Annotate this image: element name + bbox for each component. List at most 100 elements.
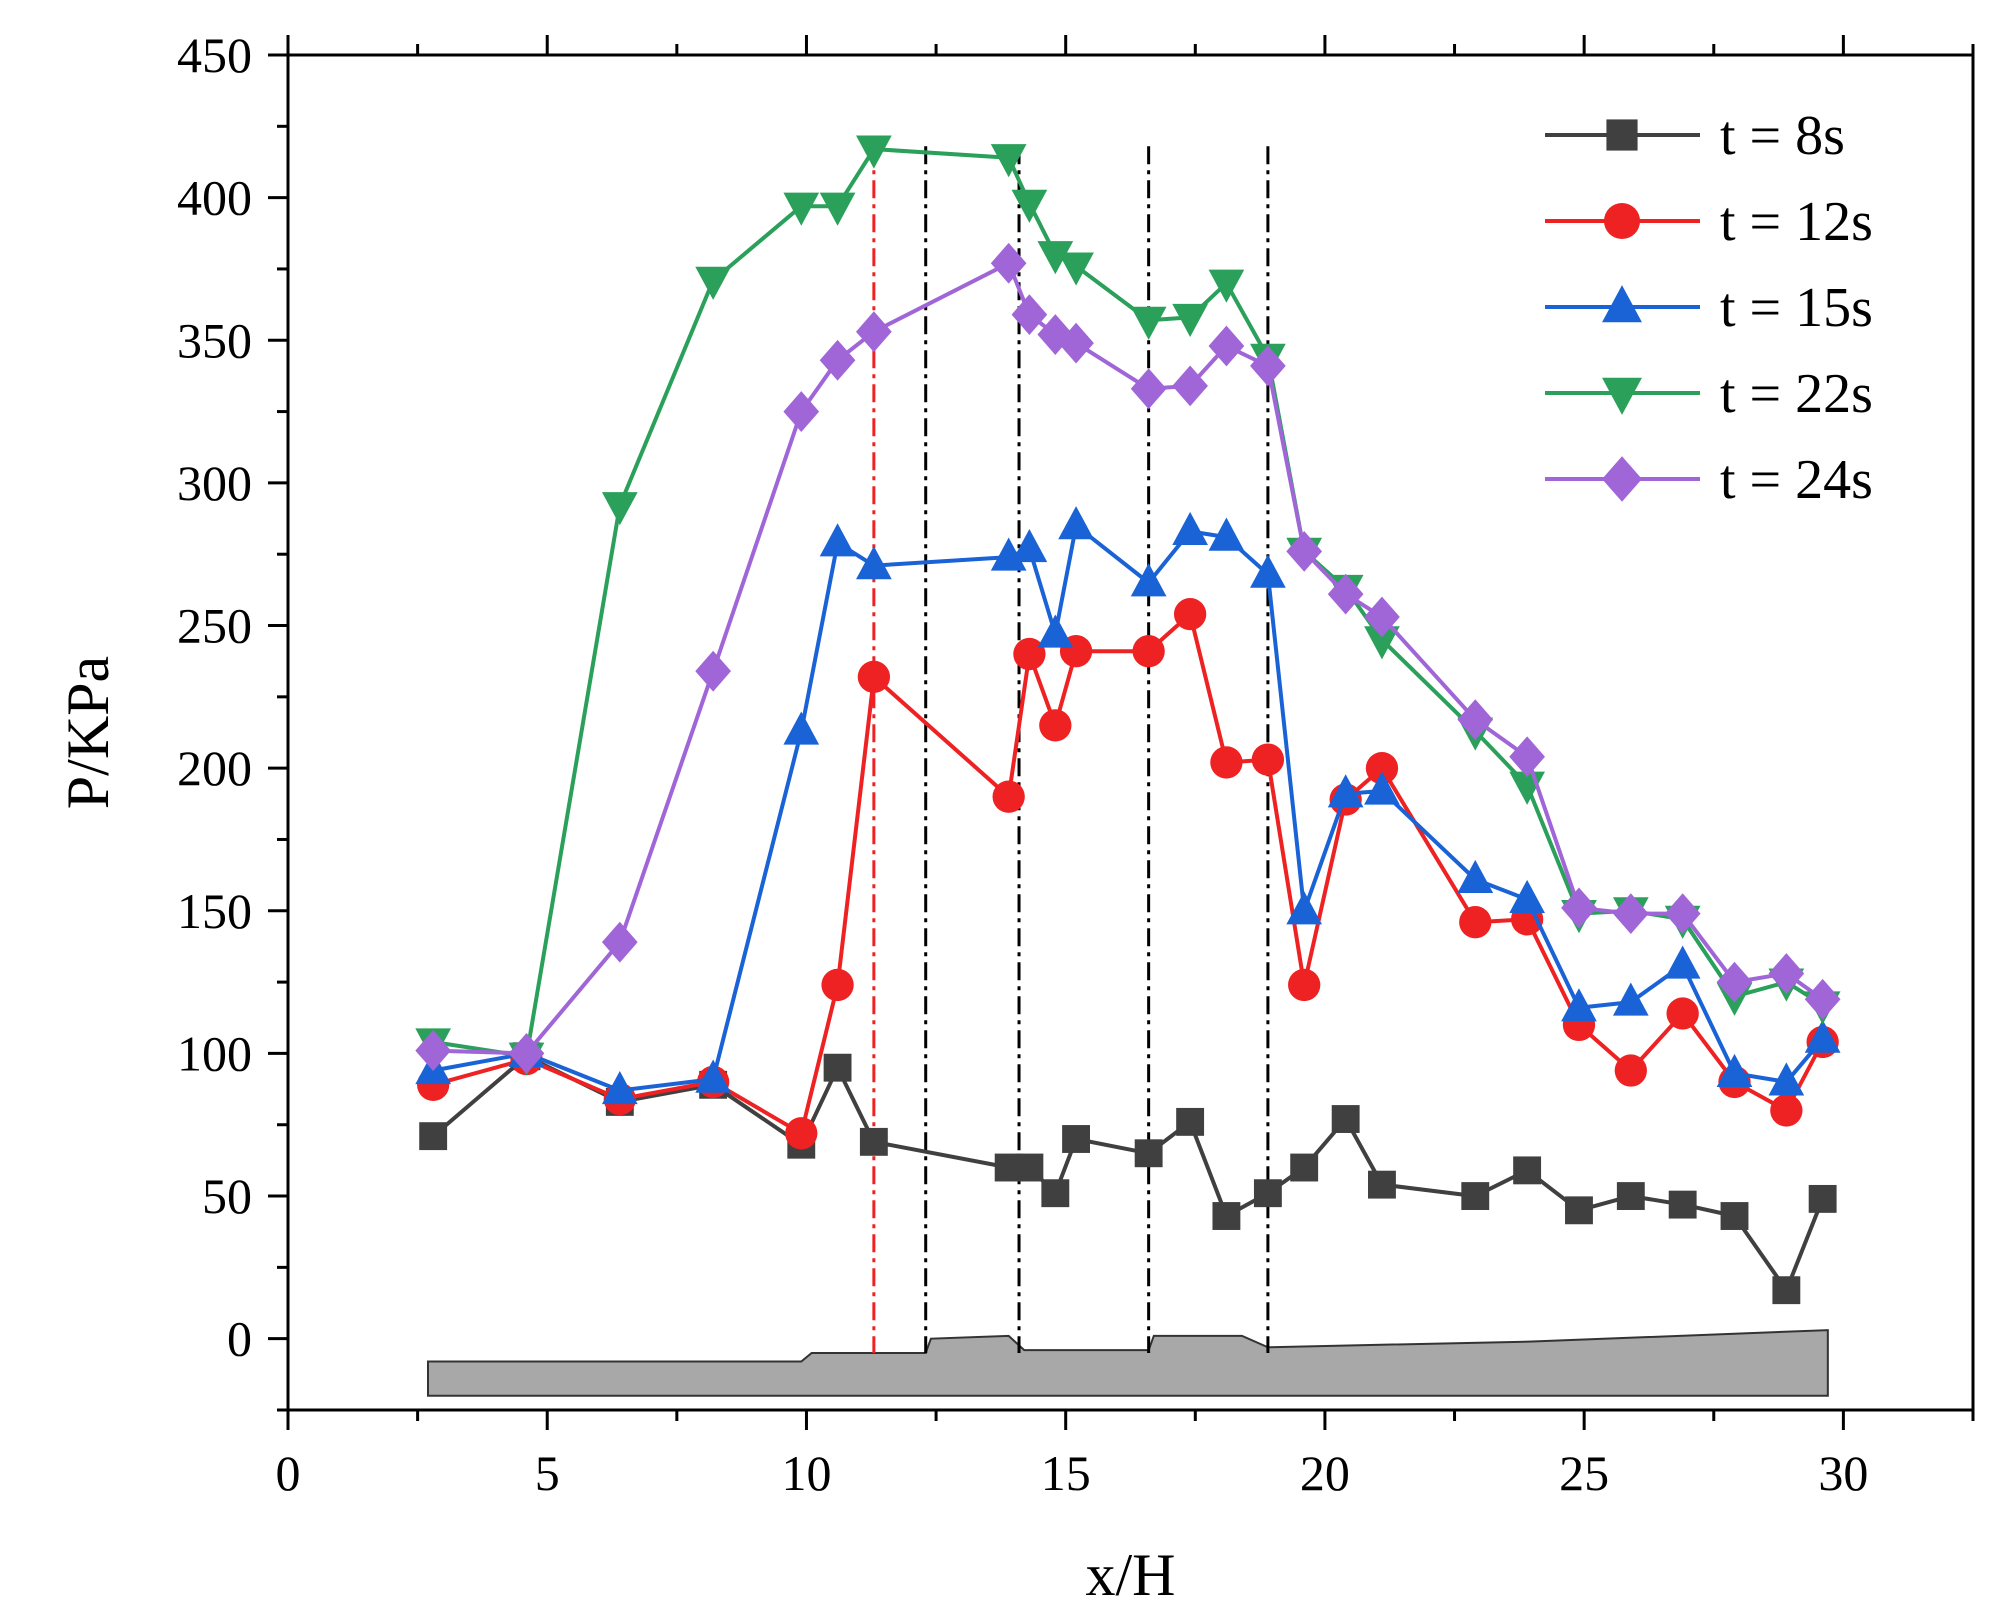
- data-point-1: [1616, 1182, 1645, 1210]
- data-point-3: [990, 537, 1027, 571]
- legend-marker-3: [1602, 285, 1642, 323]
- legend-label-5: t = 24s: [1720, 449, 1873, 511]
- data-point-3: [819, 523, 856, 557]
- legend: t = 8s t = 12s t = 15s t = 22s t = 24s: [1545, 105, 1873, 511]
- data-point-3: [1716, 1053, 1753, 1087]
- data-point-5: [508, 1033, 545, 1074]
- data-point-2: [785, 1117, 818, 1150]
- data-point-5: [1208, 325, 1245, 367]
- data-point-4: [1130, 306, 1167, 340]
- legend-label-2: t = 12s: [1720, 191, 1873, 253]
- data-point-2: [821, 968, 854, 1002]
- y-tick-label: 450: [177, 27, 252, 83]
- data-point-2: [1614, 1054, 1647, 1087]
- data-point-4: [1037, 241, 1074, 275]
- data-point-1: [1368, 1170, 1396, 1199]
- data-point-5: [990, 242, 1027, 284]
- data-point-3: [1768, 1062, 1805, 1096]
- data-point-5: [1011, 294, 1048, 335]
- data-point-1: [1331, 1105, 1360, 1133]
- data-point-5: [856, 311, 892, 353]
- data-point-2: [1770, 1094, 1803, 1127]
- data-point-5: [415, 1030, 452, 1071]
- x-tick-label: 25: [1559, 1445, 1609, 1501]
- data-point-5: [1172, 365, 1208, 407]
- data-point-3: [1037, 614, 1074, 648]
- data-point-3: [1327, 774, 1364, 808]
- data-point-2: [1251, 743, 1285, 776]
- data-point-5: [1509, 736, 1545, 778]
- y-tick-label: 250: [177, 598, 252, 654]
- data-point-5: [695, 650, 731, 692]
- data-point-4: [783, 192, 820, 226]
- data-point-2: [992, 780, 1025, 813]
- y-tick-label: 0: [227, 1311, 252, 1367]
- series-line-1: [431, 1054, 1825, 1293]
- data-point-3: [1250, 554, 1286, 588]
- data-point-5: [819, 339, 856, 381]
- data-point-1: [419, 1122, 448, 1151]
- legend-label-3: t = 15s: [1720, 277, 1873, 339]
- legend-marker-2: [1603, 202, 1641, 240]
- y-tick-label: 50: [202, 1168, 252, 1224]
- data-point-2: [1210, 746, 1243, 779]
- x-tick-label: 0: [276, 1445, 301, 1501]
- data-point-2: [1173, 597, 1207, 631]
- data-point-1: [1461, 1182, 1490, 1210]
- data-point-3: [1457, 859, 1494, 894]
- data-point-3: [601, 1070, 638, 1105]
- data-point-2: [1132, 635, 1165, 668]
- data-point-1: [1212, 1202, 1241, 1230]
- data-point-1: [1565, 1196, 1593, 1225]
- data-point-5: [1327, 573, 1364, 615]
- data-point-5: [1286, 530, 1323, 572]
- data-point-4: [1011, 189, 1048, 223]
- data-point-2: [857, 660, 891, 694]
- data-point-5: [783, 391, 820, 432]
- data-point-3: [1286, 891, 1323, 925]
- series-layer: [415, 135, 1841, 1305]
- data-point-1: [1253, 1179, 1282, 1208]
- data-point-2: [1666, 997, 1699, 1030]
- data-point-4: [601, 492, 638, 526]
- data-point-4: [856, 135, 892, 169]
- data-point-5: [1768, 953, 1805, 994]
- data-point-4: [990, 144, 1027, 178]
- plot-frame: [286, 53, 1975, 1412]
- y-tick-label: 300: [177, 455, 252, 511]
- data-point-5: [1130, 368, 1167, 410]
- data-point-4: [1058, 252, 1094, 286]
- y-tick-label: 200: [177, 740, 252, 796]
- data-point-3: [1509, 879, 1545, 913]
- data-point-1: [1041, 1179, 1070, 1208]
- data-point-5: [1250, 345, 1286, 387]
- terrain-shape: [426, 1329, 1829, 1397]
- data-point-1: [1176, 1107, 1205, 1136]
- data-point-1: [1290, 1153, 1319, 1182]
- data-point-2: [1013, 637, 1046, 671]
- legend-marker-4: [1602, 377, 1642, 415]
- data-point-5: [1058, 322, 1094, 364]
- data-point-2: [1459, 906, 1492, 939]
- data-point-1: [1668, 1190, 1697, 1219]
- data-point-1: [1513, 1156, 1542, 1185]
- data-point-3: [856, 546, 892, 580]
- x-tick-label: 15: [1041, 1445, 1091, 1501]
- x-tick-label: 20: [1300, 1445, 1350, 1501]
- series-2: [417, 597, 1839, 1150]
- data-point-2: [1365, 752, 1399, 785]
- y-tick-label: 150: [177, 883, 252, 939]
- data-point-5: [601, 921, 638, 963]
- data-point-1: [1015, 1153, 1044, 1182]
- data-point-3: [1130, 563, 1167, 597]
- data-point-3: [1804, 1019, 1841, 1053]
- data-point-5: [1664, 893, 1701, 935]
- data-point-1: [1720, 1202, 1749, 1230]
- data-point-1: [1808, 1184, 1837, 1213]
- x-tick-label: 10: [781, 1445, 831, 1501]
- data-point-4: [695, 266, 731, 300]
- x-axis-title: x/H: [1086, 1542, 1176, 1608]
- series-line-3: [432, 523, 1825, 1093]
- data-point-3: [1612, 982, 1649, 1016]
- y-tick-label: 350: [177, 312, 252, 368]
